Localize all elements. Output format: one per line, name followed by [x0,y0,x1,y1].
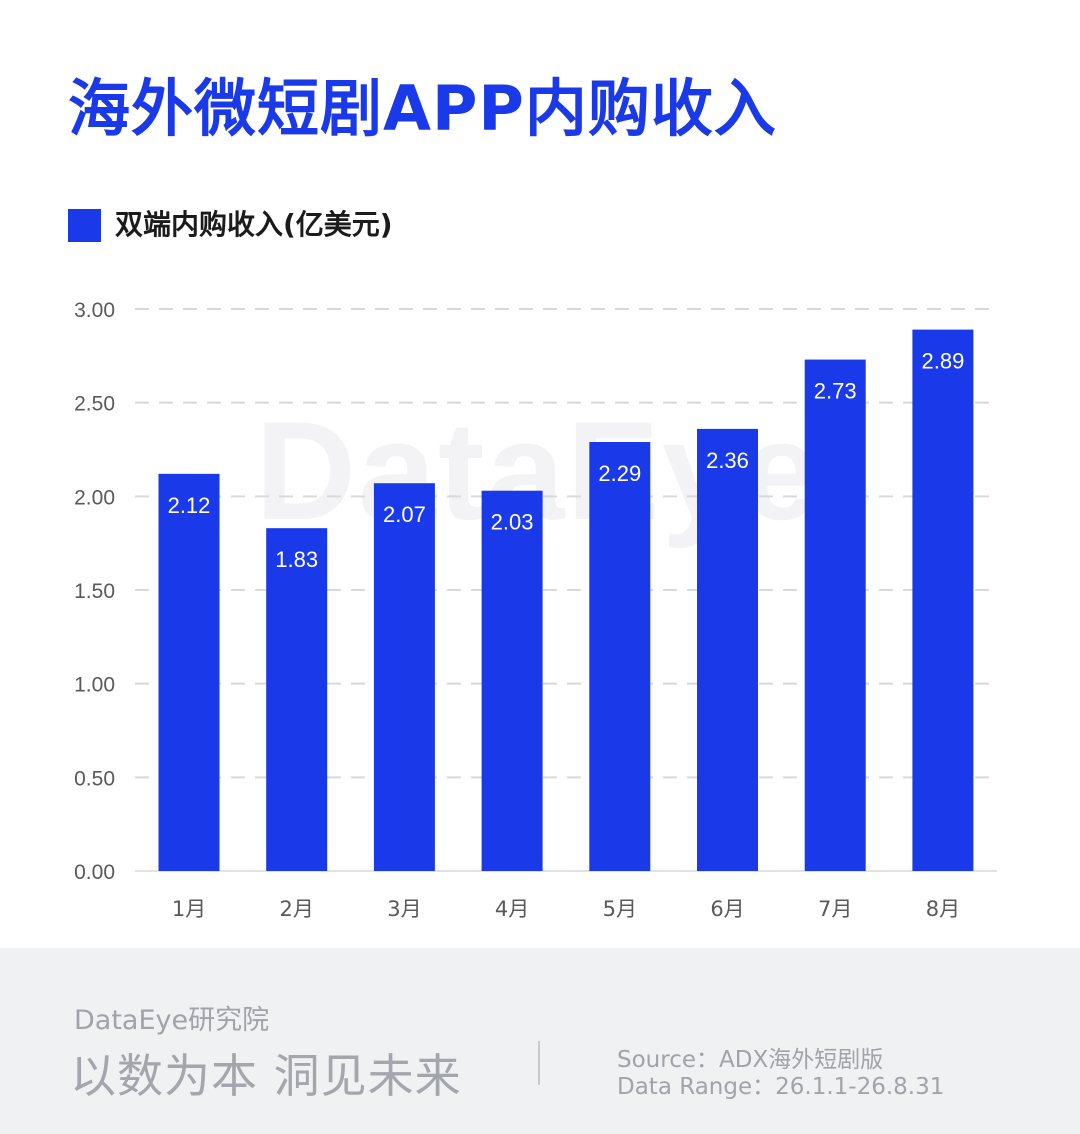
bar [266,528,328,871]
x-tick-label: 7月 [818,897,852,921]
y-tick-label: 2.50 [74,393,115,416]
bar-chart: 0.00 0.50 1.00 1.50 2.00 2.50 3.00 2.12 1月 1.83 2月… [74,299,997,921]
y-tick-label: 3.00 [74,299,115,322]
data-label: 1.83 [275,547,318,572]
x-tick-label: 3月 [387,897,421,921]
data-label: 2.03 [491,510,534,535]
y-tick-label: 0.50 [74,767,115,790]
y-tick-label: 1.00 [74,674,115,697]
legend-label: 双端内购收入(亿美元) [115,208,393,241]
chart-title: 海外微短剧APP内购收入 [68,72,777,145]
footer-brand: DataEye研究院 [74,1005,270,1036]
data-label: 2.12 [168,493,211,518]
bar [373,483,435,871]
bar [481,490,543,871]
footer-source: Source：ADX海外短剧版 [617,1047,884,1073]
data-label: 2.36 [706,448,749,473]
bar [912,329,974,871]
bar [697,428,758,871]
x-tick-label: 5月 [603,897,637,921]
bar [158,473,220,871]
x-tick-label: 8月 [926,897,960,921]
x-tick-label: 4月 [495,897,529,921]
footer-data-range: Data Range：26.1.1-26.8.31 [617,1074,945,1100]
data-label: 2.89 [921,349,964,374]
footer-slogan: 以数为本 洞见未来 [70,1049,462,1103]
x-tick-label: 2月 [280,897,314,921]
data-label: 2.73 [814,379,857,404]
legend-swatch [68,209,101,242]
footer-divider [538,1041,540,1085]
y-tick-label: 2.00 [74,486,115,509]
x-tick-label: 1月 [172,897,206,921]
footer: DataEye研究院 以数为本 洞见未来 Source：ADX海外短剧版 Dat… [0,948,1080,1134]
y-tick-label: 1.50 [74,580,115,603]
data-label: 2.07 [383,502,426,527]
y-tick-label: 0.00 [74,861,115,884]
bar [589,442,651,871]
x-tick-label: 6月 [710,897,744,921]
bar [804,359,866,871]
data-label: 2.29 [598,461,641,486]
